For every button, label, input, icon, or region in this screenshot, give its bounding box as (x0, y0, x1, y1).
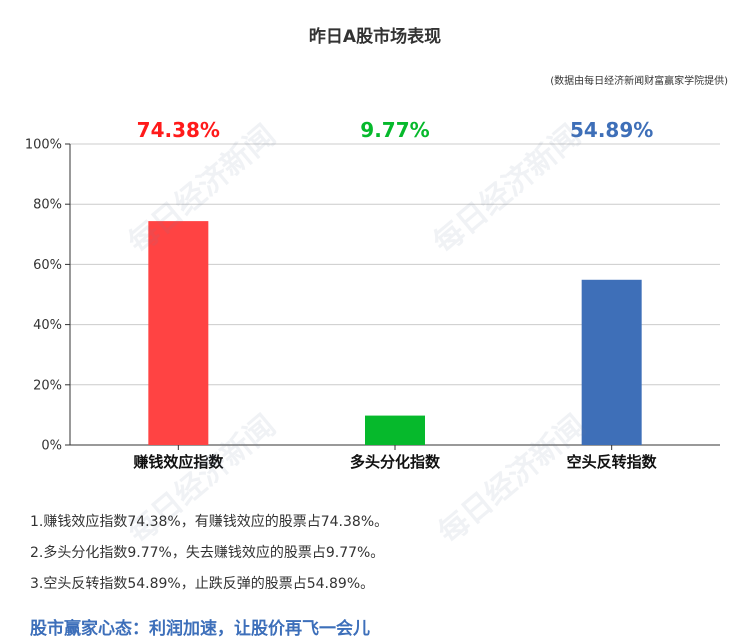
note-item: 3.空头反转指数54.89%，止跌反弹的股票占54.89%。 (30, 576, 375, 592)
x-tick-label: 多头分化指数 (350, 453, 441, 471)
x-tick-label: 赚钱效应指数 (132, 453, 224, 471)
bar (365, 415, 425, 445)
data-label: 54.89% (570, 118, 653, 142)
chart-title: 昨日A股市场表现 (308, 27, 442, 47)
slogan: 股市赢家心态：利润加速，让股价再飞一会儿 (30, 619, 370, 639)
bar-chart: 0% 20% 40% 60% 80% 100% 赚钱效应指数 74.38% 多头分化指数 9.77… (25, 118, 720, 471)
data-label: 9.77% (360, 118, 429, 142)
y-tick-label: 0% (41, 439, 62, 454)
y-tick-label: 100% (25, 138, 62, 153)
data-label: 74.38% (137, 118, 220, 142)
y-tick-label: 80% (33, 198, 62, 213)
note-item: 1.赚钱效应指数74.38%，有赚钱效应的股票占74.38%。 (30, 514, 389, 530)
notes-list: 1.赚钱效应指数74.38%，有赚钱效应的股票占74.38%。 2.多头分化指数… (30, 512, 388, 605)
data-source-note: (数据由每日经济新闻财富赢家学院提供) (550, 76, 728, 87)
bar (581, 279, 642, 445)
bar (148, 221, 209, 445)
y-tick-label: 40% (33, 318, 62, 333)
y-tick-label: 20% (33, 378, 62, 393)
y-tick-label: 60% (33, 258, 62, 273)
note-item: 2.多头分化指数9.77%，失去赚钱效应的股票占9.77%。 (30, 545, 385, 561)
x-tick-label: 空头反转指数 (567, 453, 658, 471)
